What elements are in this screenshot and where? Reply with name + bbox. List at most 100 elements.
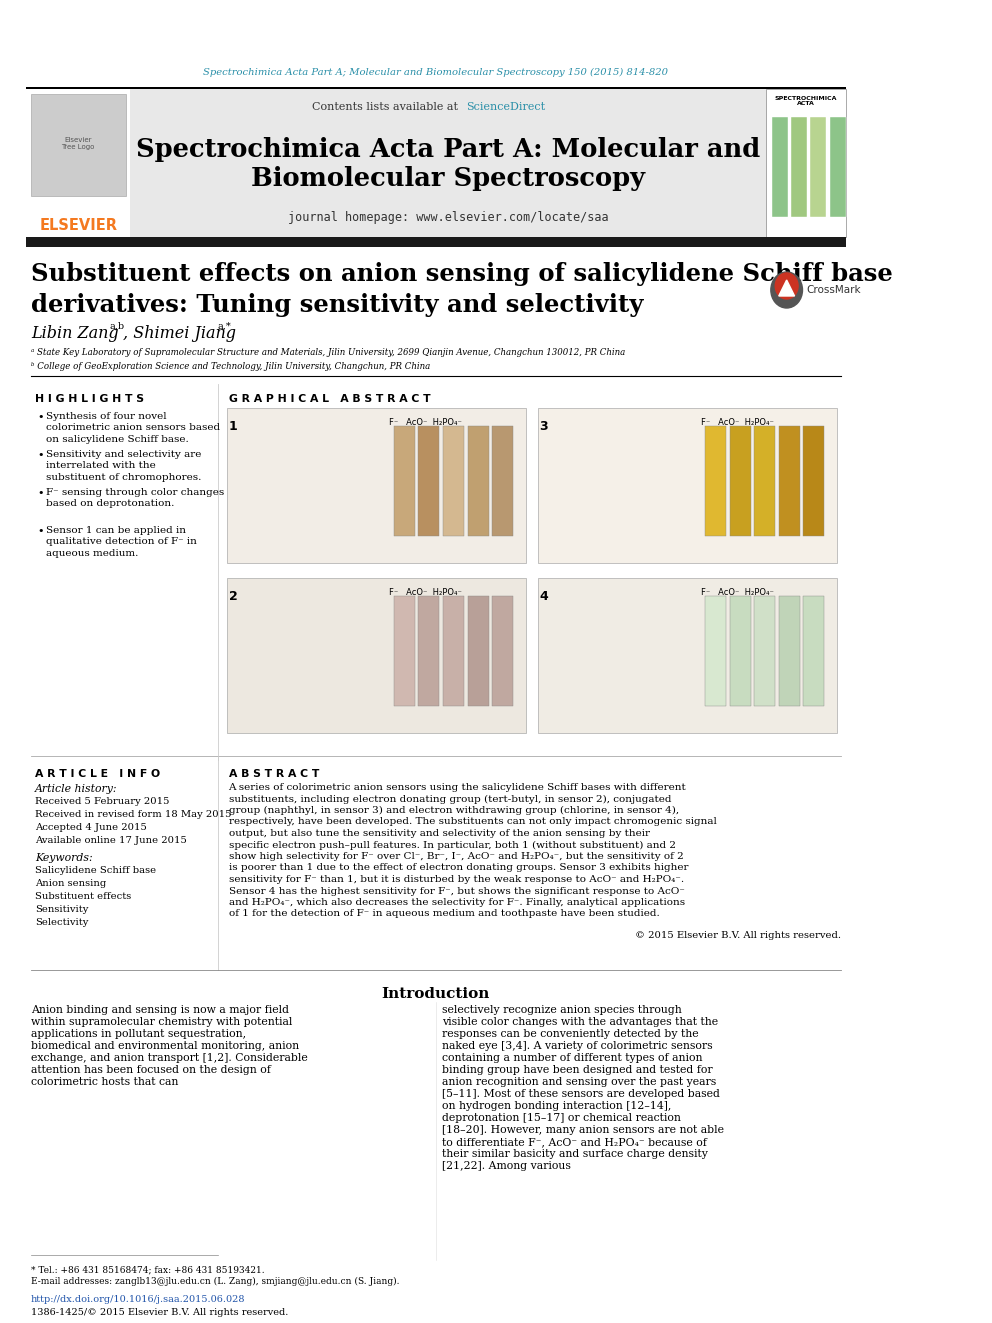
Text: 3: 3 xyxy=(540,419,549,433)
Text: show high selectivity for F⁻ over Cl⁻, Br⁻, I⁻, AcO⁻ and H₂PO₄⁻, but the sensiti: show high selectivity for F⁻ over Cl⁻, B… xyxy=(228,852,683,861)
Text: group (naphthyl, in sensor 3) and electron withdrawing group (chlorine, in senso: group (naphthyl, in sensor 3) and electr… xyxy=(228,806,679,815)
Text: [5–11]. Most of these sensors are developed based: [5–11]. Most of these sensors are develo… xyxy=(442,1089,720,1099)
Text: aqueous medium.: aqueous medium. xyxy=(46,549,138,558)
Bar xyxy=(791,116,806,217)
Text: •: • xyxy=(38,488,45,497)
Bar xyxy=(804,595,824,706)
Text: Keywords:: Keywords: xyxy=(35,853,93,863)
Text: qualitative detection of F⁻ in: qualitative detection of F⁻ in xyxy=(46,537,196,546)
Text: E-mail addresses: zanglb13@jlu.edu.cn (L. Zang), smjiang@jlu.edu.cn (S. Jiang).: E-mail addresses: zanglb13@jlu.edu.cn (L… xyxy=(31,1277,399,1286)
Text: , Shimei Jiang: , Shimei Jiang xyxy=(123,325,236,343)
Text: CrossMark: CrossMark xyxy=(806,284,861,295)
Bar xyxy=(394,595,415,706)
Text: http://dx.doi.org/10.1016/j.saa.2015.06.028: http://dx.doi.org/10.1016/j.saa.2015.06.… xyxy=(31,1295,245,1304)
Text: a,*: a,* xyxy=(218,321,232,331)
Text: •: • xyxy=(38,450,45,460)
Bar xyxy=(729,426,751,536)
Text: A R T I C L E   I N F O: A R T I C L E I N F O xyxy=(35,769,161,779)
Text: substituent of chromophores.: substituent of chromophores. xyxy=(46,474,201,482)
Bar xyxy=(705,426,726,536)
Text: Substituent effects: Substituent effects xyxy=(35,892,131,901)
Text: their similar basicity and surface charge density: their similar basicity and surface charg… xyxy=(442,1148,708,1159)
Text: ScienceDirect: ScienceDirect xyxy=(466,102,545,112)
Text: F⁻   AcO⁻  H₂PO₄⁻: F⁻ AcO⁻ H₂PO₄⁻ xyxy=(390,587,462,597)
Bar xyxy=(804,426,824,536)
Text: Substituent effects on anion sensing of salicylidene Schiff base
derivatives: Tu: Substituent effects on anion sensing of … xyxy=(31,262,893,316)
Bar xyxy=(767,89,845,237)
Text: Sensitivity and selectivity are: Sensitivity and selectivity are xyxy=(46,450,201,459)
Text: A series of colorimetric anion sensors using the salicylidene Schiff bases with : A series of colorimetric anion sensors u… xyxy=(228,783,686,792)
Text: applications in pollutant sequestration,: applications in pollutant sequestration, xyxy=(31,1029,246,1039)
Text: respectively, have been developed. The substituents can not only impact chromoge: respectively, have been developed. The s… xyxy=(228,818,716,827)
Text: specific electron push–pull features. In particular, both 1 (without substituent: specific electron push–pull features. In… xyxy=(228,840,676,849)
Text: © 2015 Elsevier B.V. All rights reserved.: © 2015 Elsevier B.V. All rights reserved… xyxy=(635,931,841,941)
Text: Sensor 1 can be applied in: Sensor 1 can be applied in xyxy=(46,527,186,534)
Bar xyxy=(27,89,845,237)
Text: naked eye [3,4]. A variety of colorimetric sensors: naked eye [3,4]. A variety of colorimetr… xyxy=(442,1041,712,1050)
Bar xyxy=(443,426,464,536)
Text: SPECTROCHIMICA
ACTA: SPECTROCHIMICA ACTA xyxy=(775,95,837,106)
Text: exchange, and anion transport [1,2]. Considerable: exchange, and anion transport [1,2]. Con… xyxy=(31,1053,308,1062)
Bar xyxy=(27,89,130,237)
Text: Selectivity: Selectivity xyxy=(35,918,88,927)
Text: of 1 for the detection of F⁻ in aqueous medium and toothpaste have been studied.: of 1 for the detection of F⁻ in aqueous … xyxy=(228,909,660,918)
Text: G R A P H I C A L   A B S T R A C T: G R A P H I C A L A B S T R A C T xyxy=(228,394,431,404)
Text: attention has been focused on the design of: attention has been focused on the design… xyxy=(31,1065,271,1076)
Bar xyxy=(394,426,415,536)
Text: Received in revised form 18 May 2015: Received in revised form 18 May 2015 xyxy=(35,810,232,819)
Text: sensitivity for F⁻ than 1, but it is disturbed by the weak response to AcO⁻ and : sensitivity for F⁻ than 1, but it is dis… xyxy=(228,875,683,884)
Text: colorimetric anion sensors based: colorimetric anion sensors based xyxy=(46,423,220,433)
Bar xyxy=(538,407,837,564)
Text: Article history:: Article history: xyxy=(35,785,118,794)
Text: Introduction: Introduction xyxy=(382,987,490,1002)
Bar xyxy=(227,578,526,733)
Bar xyxy=(772,116,788,217)
Circle shape xyxy=(771,273,803,308)
Bar xyxy=(754,595,775,706)
Text: a,b: a,b xyxy=(110,321,125,331)
Text: colorimetric hosts that can: colorimetric hosts that can xyxy=(31,1077,179,1088)
Text: Salicylidene Schiff base: Salicylidene Schiff base xyxy=(35,867,157,875)
Text: F⁻ sensing through color changes: F⁻ sensing through color changes xyxy=(46,488,224,497)
Text: on hydrogen bonding interaction [12–14],: on hydrogen bonding interaction [12–14], xyxy=(442,1101,672,1111)
Bar xyxy=(27,237,845,247)
Text: 2: 2 xyxy=(228,590,237,603)
Text: •: • xyxy=(38,527,45,536)
Bar xyxy=(31,94,126,196)
Text: [21,22]. Among various: [21,22]. Among various xyxy=(442,1162,571,1171)
Text: to differentiate F⁻, AcO⁻ and H₂PO₄⁻ because of: to differentiate F⁻, AcO⁻ and H₂PO₄⁻ bec… xyxy=(442,1136,707,1147)
Bar xyxy=(227,407,526,564)
Text: based on deprotonation.: based on deprotonation. xyxy=(46,500,174,508)
Text: output, but also tune the sensitivity and selectivity of the anion sensing by th: output, but also tune the sensitivity an… xyxy=(228,830,650,837)
Polygon shape xyxy=(779,280,795,296)
Text: Spectrochimica Acta Part A: Molecular and
Biomolecular Spectroscopy: Spectrochimica Acta Part A: Molecular an… xyxy=(136,138,761,191)
Bar xyxy=(419,595,439,706)
Text: [18–20]. However, many anion sensors are not able: [18–20]. However, many anion sensors are… xyxy=(442,1125,724,1135)
Bar xyxy=(443,595,464,706)
Text: Contents lists available at: Contents lists available at xyxy=(312,102,461,112)
Text: and H₂PO₄⁻, which also decreases the selectivity for F⁻. Finally, analytical app: and H₂PO₄⁻, which also decreases the sel… xyxy=(228,898,684,908)
Text: containing a number of different types of anion: containing a number of different types o… xyxy=(442,1053,702,1062)
Text: Anion sensing: Anion sensing xyxy=(35,878,106,888)
Text: is poorer than 1 due to the effect of electron donating groups. Sensor 3 exhibit: is poorer than 1 due to the effect of el… xyxy=(228,864,688,872)
Bar xyxy=(492,426,513,536)
Text: ᵃ State Key Laboratory of Supramolecular Structure and Materials, Jilin Universi: ᵃ State Key Laboratory of Supramolecular… xyxy=(31,348,625,357)
Text: biomedical and environmental monitoring, anion: biomedical and environmental monitoring,… xyxy=(31,1041,299,1050)
Bar xyxy=(779,426,800,536)
Bar xyxy=(538,578,837,733)
Bar xyxy=(467,595,489,706)
Text: Received 5 February 2015: Received 5 February 2015 xyxy=(35,796,170,806)
Bar xyxy=(419,426,439,536)
Text: Anion binding and sensing is now a major field: Anion binding and sensing is now a major… xyxy=(31,1005,289,1015)
Text: ᵇ College of GeoExploration Science and Technology, Jilin University, Changchun,: ᵇ College of GeoExploration Science and … xyxy=(31,363,430,370)
Bar xyxy=(779,595,800,706)
Text: Spectrochimica Acta Part A; Molecular and Biomolecular Spectroscopy 150 (2015) 8: Spectrochimica Acta Part A; Molecular an… xyxy=(203,67,669,77)
Text: F⁻   AcO⁻  H₂PO₄⁻: F⁻ AcO⁻ H₂PO₄⁻ xyxy=(700,587,774,597)
Bar xyxy=(729,595,751,706)
Text: Accepted 4 June 2015: Accepted 4 June 2015 xyxy=(35,823,147,832)
Text: responses can be conveniently detected by the: responses can be conveniently detected b… xyxy=(442,1029,698,1039)
Text: journal homepage: www.elsevier.com/locate/saa: journal homepage: www.elsevier.com/locat… xyxy=(288,210,608,224)
Text: Sensor 4 has the highest sensitivity for F⁻, but shows the significant response : Sensor 4 has the highest sensitivity for… xyxy=(228,886,684,896)
Text: interrelated with the: interrelated with the xyxy=(46,462,156,471)
Text: selectively recognize anion species through: selectively recognize anion species thro… xyxy=(442,1005,682,1015)
